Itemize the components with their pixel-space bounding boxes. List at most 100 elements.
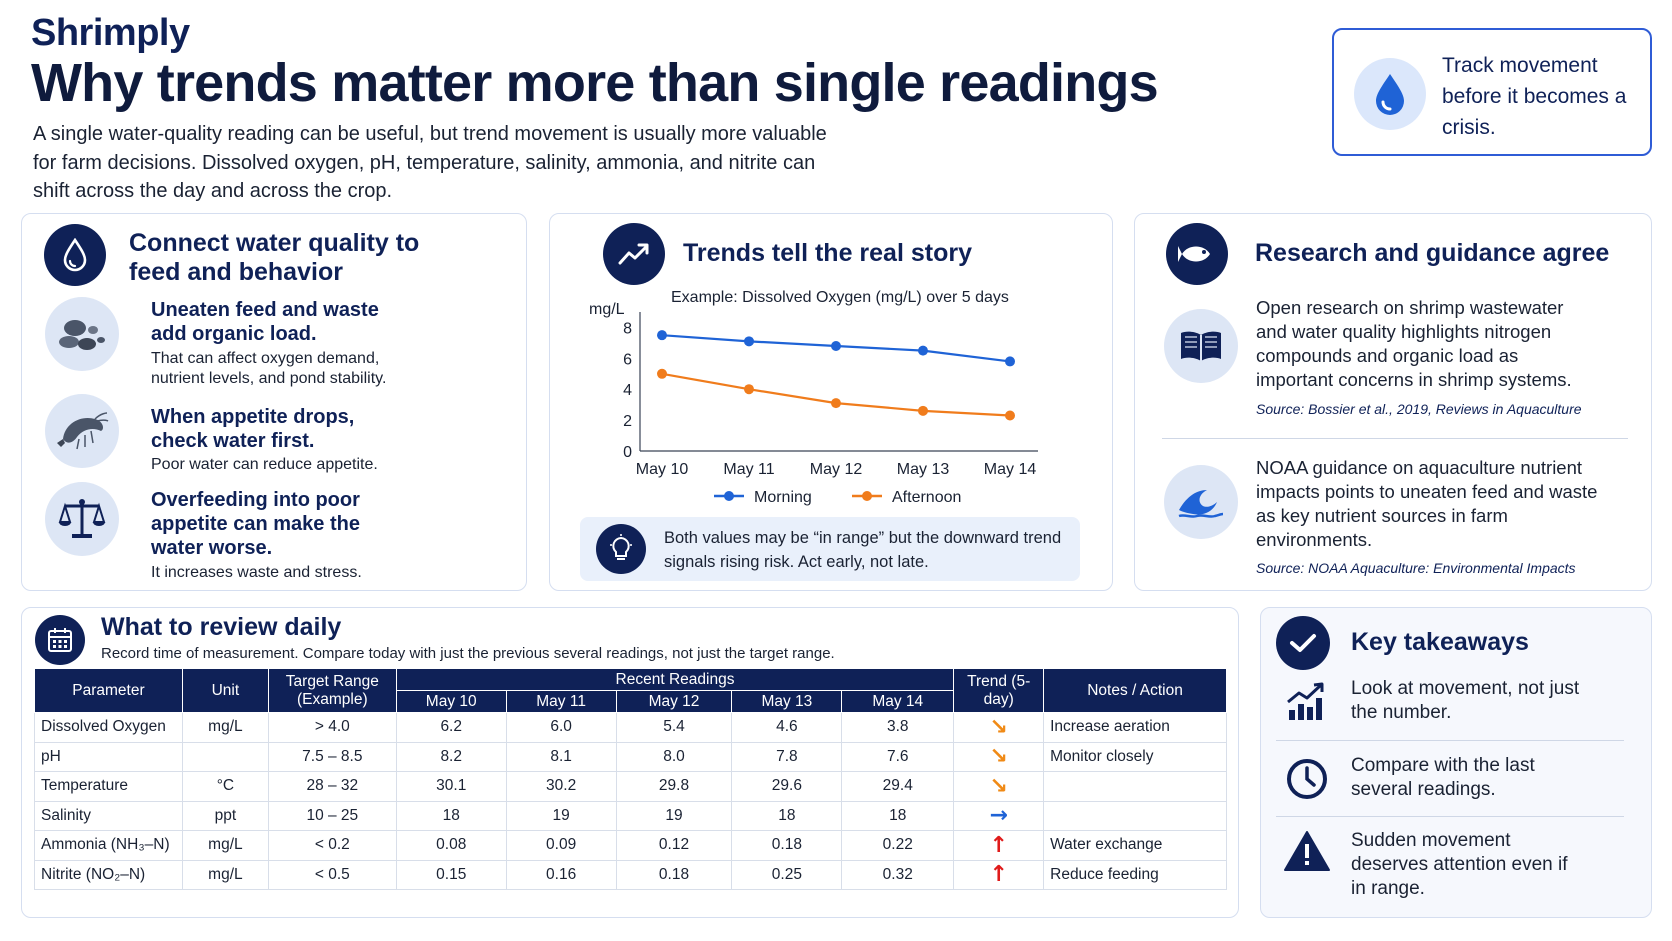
connect-item-title: When appetite drops, check water first.	[151, 406, 355, 452]
col-date: May 13	[731, 690, 843, 713]
wave-icon	[1164, 465, 1238, 539]
trend-cell: ↘	[953, 712, 1045, 743]
table-cell: ppt	[181, 800, 269, 831]
table-cell: 0.22	[841, 830, 955, 861]
table-cell: 4.6	[731, 712, 843, 743]
research-title: Research and guidance agree	[1255, 239, 1610, 267]
col-trend: Trend (5-day)	[953, 668, 1045, 713]
trends-title: Trends tell the real story	[683, 239, 972, 267]
table-cell: Ammonia (NH₃–N)	[34, 830, 183, 861]
table-cell: Water exchange	[1043, 830, 1227, 861]
table-cell: Salinity	[34, 800, 183, 831]
col-target: Target Range (Example)	[267, 668, 397, 713]
takeaway-divider	[1276, 816, 1624, 817]
takeaway-text: Sudden movement deserves attention even …	[1351, 830, 1568, 899]
table-cell: 0.09	[505, 830, 617, 861]
x-tick-label: May 13	[897, 461, 950, 478]
table-cell: 7.8	[731, 741, 843, 772]
table-cell: > 4.0	[267, 712, 397, 743]
trend-up-arrow-icon: ↑	[989, 862, 1008, 888]
takeaway-text: Look at movement, not just the number.	[1351, 678, 1580, 723]
table-cell: 18	[731, 800, 843, 831]
y-tick-label: 8	[623, 320, 632, 337]
table-cell: 6.0	[505, 712, 617, 743]
x-tick-label: May 11	[723, 461, 774, 478]
table-cell: 29.8	[615, 771, 733, 802]
data-point-afternoon	[918, 405, 928, 416]
table-cell: 0.18	[731, 830, 843, 861]
table-cell: Temperature	[34, 771, 183, 802]
col-date: May 11	[505, 690, 617, 713]
trend-cell: ↑	[953, 859, 1045, 890]
legend-label: Afternoon	[892, 489, 961, 506]
data-point-afternoon	[744, 384, 754, 395]
table-cell: mg/L	[181, 712, 269, 743]
table-cell: 0.16	[505, 859, 617, 890]
data-point-afternoon	[657, 368, 667, 379]
table-cell: 8.2	[395, 741, 507, 772]
table-cell: 29.4	[841, 771, 955, 802]
table-cell: Monitor closely	[1043, 741, 1227, 772]
research-source: Source: Bossier et al., 2019, Reviews in…	[1256, 401, 1582, 417]
trend-cell: ↘	[953, 741, 1045, 772]
water-drop-icon	[44, 224, 106, 286]
table-cell: 8.1	[505, 741, 617, 772]
col-parameter: Parameter	[34, 668, 183, 713]
clock-icon	[1285, 757, 1329, 801]
lightbulb-icon	[596, 524, 646, 574]
table-cell: 6.2	[395, 712, 507, 743]
research-text: NOAA guidance on aquaculture nutrient im…	[1256, 457, 1598, 550]
x-tick-label: May 12	[810, 461, 863, 478]
table-cell: Nitrite (NO₂–N)	[34, 859, 183, 890]
col-date: May 10	[395, 690, 507, 713]
table-cell: 18	[395, 800, 507, 831]
table-cell	[1043, 771, 1227, 802]
data-point-morning	[1005, 356, 1015, 367]
table-cell: pH	[34, 741, 183, 772]
trend-cell: →	[953, 800, 1045, 831]
y-axis-label: mg/L	[589, 301, 625, 318]
water-drop-icon	[1354, 58, 1426, 130]
table-row: Ammonia (NH₃–N) mg/L < 0.2 0.08 0.09 0.12 0.18…	[34, 830, 1227, 861]
table-cell: 18	[841, 800, 955, 831]
table-cell: 0.08	[395, 830, 507, 861]
series-line-afternoon	[661, 372, 1011, 417]
table-cell: 30.2	[505, 771, 617, 802]
legend-marker	[862, 491, 872, 501]
table-cell: 19	[505, 800, 617, 831]
col-date: May 14	[841, 690, 955, 713]
data-point-afternoon	[1005, 410, 1015, 421]
data-point-morning	[831, 340, 841, 351]
trend-flat-arrow-icon: →	[989, 803, 1008, 829]
data-point-afternoon	[831, 398, 841, 409]
table-cell: 19	[615, 800, 733, 831]
trend-cell: ↘	[953, 771, 1045, 802]
checkmark-icon	[1276, 616, 1330, 670]
table-cell: Dissolved Oxygen	[34, 712, 183, 743]
table-cell: 10 – 25	[267, 800, 397, 831]
y-tick-label: 4	[623, 382, 632, 399]
trend-cell: ↑	[953, 830, 1045, 861]
legend-label: Morning	[754, 489, 812, 506]
table-cell: 28 – 32	[267, 771, 397, 802]
insight-text: Both values may be “in range” but the do…	[664, 529, 1062, 571]
research-text: Open research on shrimp wastewater and w…	[1256, 297, 1572, 390]
table-cell: 5.4	[615, 712, 733, 743]
intro-text: A single water-quality reading can be us…	[33, 123, 827, 202]
trend-down-arrow-icon: ↘	[989, 714, 1008, 740]
connect-item-body: Poor water can reduce appetite.	[151, 456, 378, 473]
x-tick-label: May 14	[984, 461, 1037, 478]
data-point-morning	[657, 330, 667, 341]
col-date: May 12	[615, 690, 733, 713]
table-cell: 0.15	[395, 859, 507, 890]
table-row: Salinity ppt 10 – 25 18 19 19 18 18 →	[34, 800, 1227, 831]
connect-item-body: It increases waste and stress.	[151, 564, 362, 581]
y-tick-label: 6	[623, 351, 632, 368]
insight-box: Both values may be “in range” but the do…	[580, 517, 1080, 581]
takeaways-title: Key takeaways	[1351, 628, 1529, 656]
trend-down-arrow-icon: ↘	[989, 773, 1008, 799]
research-divider	[1162, 438, 1628, 439]
feed-pellets-icon	[45, 297, 119, 371]
research-source: Source: NOAA Aquaculture: Environmental …	[1256, 560, 1576, 576]
table-cell	[181, 741, 269, 772]
